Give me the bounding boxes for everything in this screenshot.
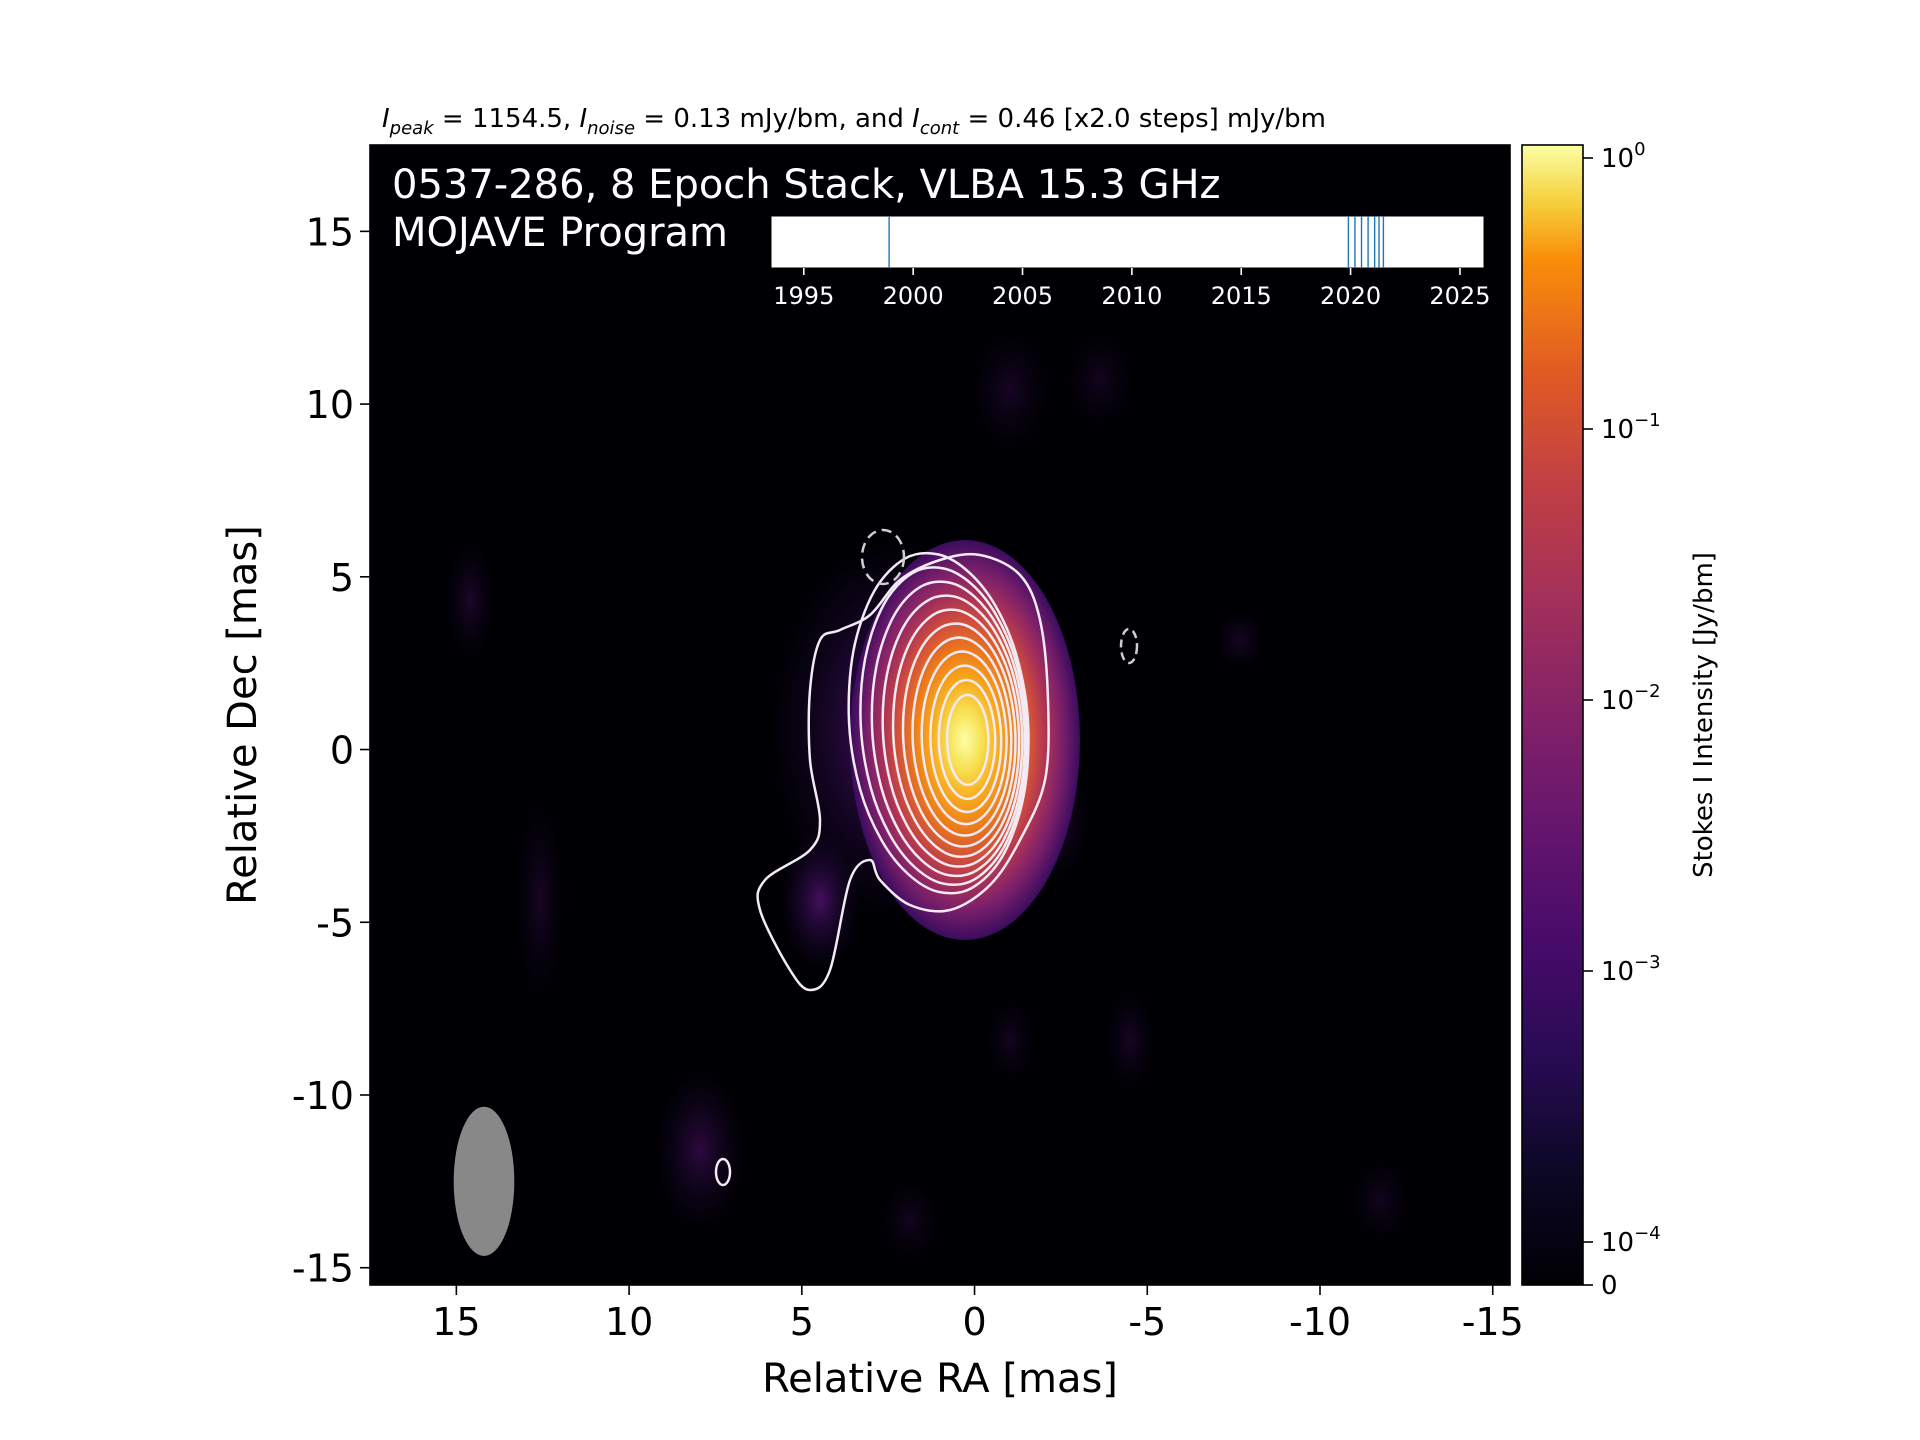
colorbar [1521,144,1584,1286]
contour-level [756,552,1050,992]
contour-level [881,594,1024,868]
y-tick-label: 10 [306,383,354,427]
y-axis-label: Relative Dec [mas] [220,525,266,905]
colorbar-tick-label: 10−4 [1601,1223,1661,1258]
timeline-tick-label: 1995 [773,282,834,310]
y-tick-label: -5 [316,901,354,945]
x-tick-label: 10 [605,1300,653,1344]
contour-level [920,650,1008,826]
y-axis: 15 10 5 0 -5 -10 -15 [292,210,370,1291]
timeline-tick-label: 2000 [883,282,944,310]
contour-level [859,566,1029,886]
timeline-tick-label: 2005 [992,282,1053,310]
beam-ellipse [453,1106,515,1256]
x-tick-label: 15 [432,1300,480,1344]
contour-level [847,551,1030,895]
contour-level [929,664,1003,814]
timeline-tick-label: 2015 [1211,282,1272,310]
colorbar-label: Stokes I Intensity [Jy/bm] [1689,552,1719,878]
colorbar-tick-label: 10−3 [1601,952,1661,987]
colorbar-axis: 100 10−1 10−2 10−3 10−4 0 [1583,139,1661,1301]
x-tick-label: -15 [1462,1300,1524,1344]
timeline-tick-label: 2020 [1320,282,1381,310]
x-tick-label: -5 [1128,1300,1166,1344]
x-tick-label: 0 [962,1300,986,1344]
y-tick-label: -15 [292,1247,354,1291]
contours [714,528,1139,1187]
contour-level [901,622,1017,848]
timeline-tick-label: 2010 [1101,282,1162,310]
y-tick-label: 15 [306,210,354,254]
x-tick-label: 5 [790,1300,814,1344]
contour-level [945,693,990,787]
timeline-tick-label: 2025 [1429,282,1490,310]
colorbar-tick-label: 10−2 [1601,681,1661,716]
x-tick-label: -10 [1289,1300,1351,1344]
negative-contour [1119,627,1139,665]
plot-subtitle: MOJAVE Program [392,210,728,256]
contour-level [870,580,1027,878]
x-axis: 15 10 5 0 -5 -10 -15 [432,1285,1524,1344]
header-stats: Ipeak = 1154.5, Inoise = 0.13 mJy/bm, an… [382,104,1326,139]
contour-level [891,608,1021,858]
y-tick-label: -10 [292,1074,354,1118]
colorbar-tick-label: 10−1 [1601,410,1661,445]
contour-level [714,1157,732,1187]
y-tick-label: 0 [330,729,354,773]
colorbar-tick-label: 100 [1601,139,1646,174]
x-axis-label: Relative RA [mas] [762,1356,1118,1402]
contour-level [937,678,997,801]
negative-contour [860,528,906,586]
colorbar-tick-label: 0 [1601,1271,1618,1301]
epoch-timeline: 1995 2000 2005 2010 2015 2020 2025 [770,215,1490,310]
plot-frame [369,144,1511,1286]
contour-level [911,636,1013,837]
y-tick-label: 5 [330,556,354,600]
plot-title: 0537-286, 8 Epoch Stack, VLBA 15.3 GHz [392,162,1221,208]
